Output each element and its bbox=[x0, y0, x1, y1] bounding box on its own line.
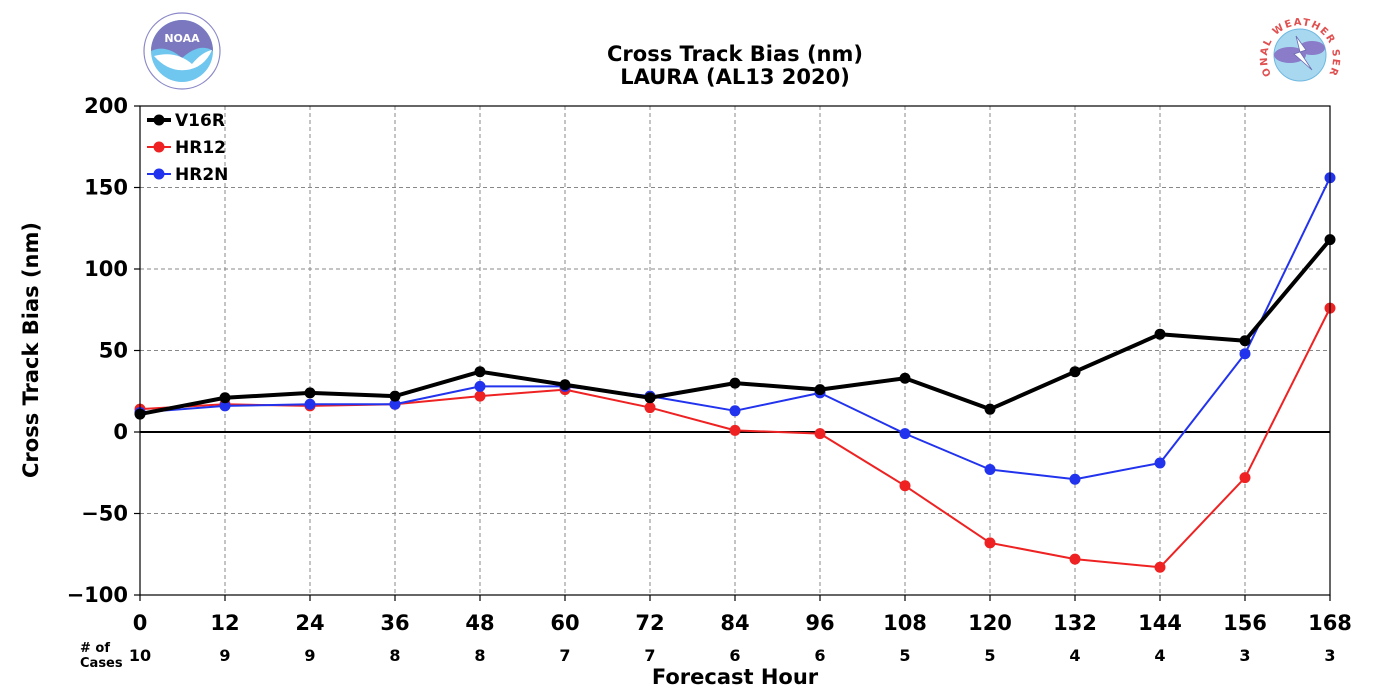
chart-subtitle: LAURA (AL13 2020) bbox=[620, 65, 850, 89]
data-point bbox=[984, 537, 996, 549]
y-tick-label: −100 bbox=[67, 583, 128, 607]
case-count: 6 bbox=[814, 646, 825, 665]
series-layer bbox=[134, 172, 1336, 573]
x-tick-label: 60 bbox=[550, 611, 579, 635]
case-count: 7 bbox=[559, 646, 570, 665]
data-point bbox=[1069, 473, 1081, 485]
x-tick-label: 24 bbox=[295, 611, 324, 635]
case-count: 4 bbox=[1154, 646, 1165, 665]
data-point bbox=[984, 403, 996, 415]
data-point bbox=[899, 372, 911, 384]
x-tick-label: 48 bbox=[465, 611, 494, 635]
case-count: 8 bbox=[389, 646, 400, 665]
data-point bbox=[1239, 472, 1251, 484]
y-tick-label: 50 bbox=[99, 339, 128, 363]
data-point bbox=[474, 380, 486, 392]
data-point bbox=[899, 428, 911, 440]
noaa-logo-text: NOAA bbox=[164, 32, 200, 45]
data-point bbox=[304, 387, 316, 399]
x-tick-label: 72 bbox=[635, 611, 664, 635]
case-count: 6 bbox=[729, 646, 740, 665]
cases-row: 10 9 9 8 8 7 7 6 6 5 5 4 4 3 3 bbox=[129, 646, 1336, 665]
data-point bbox=[389, 398, 401, 410]
y-tick-label: 150 bbox=[84, 176, 128, 200]
legend-swatch-marker bbox=[153, 168, 165, 180]
x-tick-label: 12 bbox=[210, 611, 239, 635]
case-count: 7 bbox=[644, 646, 655, 665]
data-point bbox=[1154, 328, 1166, 340]
data-point bbox=[984, 463, 996, 475]
data-point bbox=[644, 402, 656, 414]
data-point bbox=[1069, 366, 1081, 378]
series-v16r bbox=[134, 234, 1336, 420]
legend-swatch-marker bbox=[153, 141, 165, 153]
case-count: 5 bbox=[984, 646, 995, 665]
data-point bbox=[1069, 553, 1081, 565]
data-point bbox=[1239, 348, 1251, 360]
data-point bbox=[559, 379, 571, 391]
x-tick-label: 96 bbox=[805, 611, 834, 635]
y-tick-label: 100 bbox=[84, 257, 128, 281]
legend-label: HR12 bbox=[175, 138, 226, 158]
cases-header: # of Cases bbox=[80, 641, 123, 671]
x-tick-label: 120 bbox=[968, 611, 1012, 635]
data-point bbox=[1239, 335, 1251, 347]
y-tick-label: 0 bbox=[113, 420, 128, 444]
data-point bbox=[389, 390, 401, 402]
data-point bbox=[474, 366, 486, 378]
legend-item: HR12 bbox=[147, 138, 226, 158]
x-tick-label: 84 bbox=[720, 611, 749, 635]
data-point bbox=[1154, 457, 1166, 469]
data-point bbox=[814, 384, 826, 396]
y-tick-label: 200 bbox=[84, 94, 128, 118]
data-point bbox=[729, 424, 741, 436]
x-axis-label: Forecast Hour bbox=[652, 665, 819, 689]
data-point bbox=[729, 405, 741, 417]
data-point bbox=[729, 377, 741, 389]
case-count: 9 bbox=[219, 646, 230, 665]
grid bbox=[140, 106, 1330, 595]
x-tick-label: 0 bbox=[133, 611, 148, 635]
case-count: 3 bbox=[1239, 646, 1250, 665]
x-ticks: 0 12 24 36 48 60 72 84 96 108 120 132 144 156 168 bbox=[133, 595, 1352, 635]
legend-item: HR2N bbox=[147, 165, 228, 185]
case-count: 3 bbox=[1324, 646, 1335, 665]
data-point bbox=[304, 398, 316, 410]
data-point bbox=[474, 390, 486, 402]
x-tick-label: 144 bbox=[1138, 611, 1182, 635]
x-tick-label: 156 bbox=[1223, 611, 1267, 635]
x-tick-label: 36 bbox=[380, 611, 409, 635]
y-tick-label: −50 bbox=[81, 502, 128, 526]
data-point bbox=[219, 392, 231, 404]
case-count: 5 bbox=[899, 646, 910, 665]
x-tick-label: 108 bbox=[883, 611, 927, 635]
x-tick-label: 168 bbox=[1308, 611, 1352, 635]
y-ticks: 200 150 100 50 0 −50 −100 bbox=[67, 94, 140, 607]
case-count: 8 bbox=[474, 646, 485, 665]
case-count: 10 bbox=[129, 646, 151, 665]
data-point bbox=[814, 428, 826, 440]
case-count: 9 bbox=[304, 646, 315, 665]
noaa-logo: NOAA bbox=[143, 12, 221, 90]
y-axis-label: Cross Track Bias (nm) bbox=[19, 222, 43, 478]
chart-title: Cross Track Bias (nm) bbox=[607, 42, 863, 66]
data-point bbox=[899, 480, 911, 492]
data-point bbox=[1154, 561, 1166, 573]
legend-swatch-marker bbox=[153, 114, 165, 126]
data-point bbox=[644, 392, 656, 404]
legend: V16R HR12 HR2N bbox=[147, 111, 228, 185]
series-hr2n bbox=[134, 172, 1336, 485]
legend-item: V16R bbox=[147, 111, 225, 131]
case-count: 4 bbox=[1069, 646, 1080, 665]
data-point bbox=[219, 400, 231, 412]
legend-label: HR2N bbox=[175, 165, 228, 185]
x-tick-label: 132 bbox=[1053, 611, 1097, 635]
legend-label: V16R bbox=[175, 111, 225, 131]
